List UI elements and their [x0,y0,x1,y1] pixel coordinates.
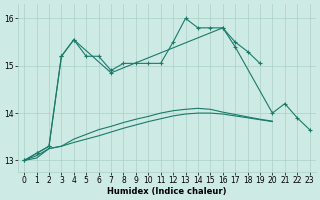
X-axis label: Humidex (Indice chaleur): Humidex (Indice chaleur) [107,187,227,196]
